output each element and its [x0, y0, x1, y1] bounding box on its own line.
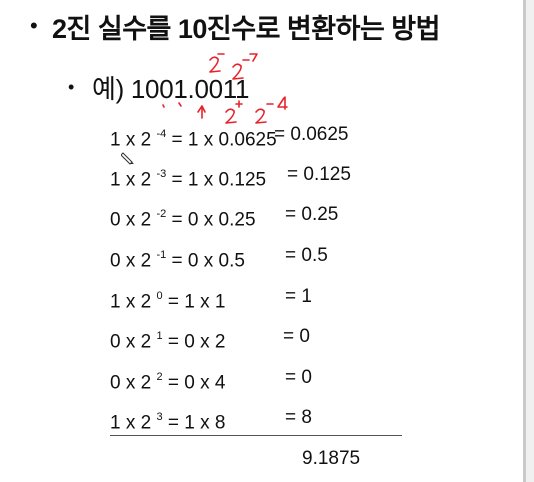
result: = 0: [285, 367, 312, 388]
term: 0 x 2 1 = 0 x 2: [110, 330, 226, 353]
pen-cursor-icon: [121, 152, 134, 165]
window-border: [523, 0, 526, 482]
term: 0 x 2 -1 = 0 x 0.5: [110, 249, 245, 272]
bullet-icon: •: [30, 13, 38, 38]
result: = 0.0625: [274, 124, 349, 145]
calc-row: 0 x 2 2 = 0 x 4 = 0: [110, 366, 410, 393]
result: = 0.125: [287, 164, 351, 185]
term: 0 x 2 -2 = 0 x 0.25: [110, 208, 256, 231]
annotation-mark: [255, 108, 267, 124]
calc-row: 1 x 2 0 = 1 x 1 = 1: [110, 285, 410, 312]
calc-row: 0 x 2 -1 = 0 x 0.5 = 0.5: [110, 244, 410, 271]
result: = 8: [285, 407, 312, 428]
term: 1 x 2 3 = 1 x 8: [110, 411, 226, 434]
result: = 0.5: [285, 245, 328, 266]
annotation-mark: [197, 105, 206, 119]
annotation-mark: [277, 96, 288, 110]
bullet-icon: •: [68, 76, 75, 97]
result: = 1: [285, 286, 312, 307]
term: 1 x 2 0 = 1 x 1: [110, 290, 226, 313]
term: 1 x 2 -3 = 1 x 0.125: [110, 168, 267, 191]
sum-divider: [110, 435, 402, 436]
annotation-mark: [249, 53, 258, 62]
scrollbar-track[interactable]: [526, 0, 534, 482]
calc-row: 0 x 2 -2 = 0 x 0.25 = 0.25: [110, 203, 410, 230]
calc-row: 1 x 2 -3 = 1 x 0.125 = 0.125: [110, 163, 410, 190]
term: 1 x 2 -4 = 1 x 0.0625: [110, 128, 277, 151]
calc-row: 0 x 2 1 = 0 x 2 = 0: [110, 325, 410, 352]
calc-row: 1 x 2 -4 = 1 x 0.0625 = 0.0625: [110, 123, 410, 150]
annotation-mark: [225, 108, 237, 124]
example-label: 예) 1001.0011: [92, 73, 250, 104]
result: = 0: [283, 326, 310, 347]
sum-total: 9.1875: [302, 448, 361, 469]
example-row: • 예) 1001.0011: [68, 70, 249, 104]
term: 0 x 2 2 = 0 x 4: [110, 371, 226, 394]
title-row: • 2진 실수를 10진수로 변환하는 방법: [30, 6, 440, 46]
result: = 0.25: [285, 204, 339, 225]
calc-row: 1 x 2 3 = 1 x 8 = 8: [110, 406, 410, 433]
slide-title: 2진 실수를 10진수로 변환하는 방법: [52, 13, 440, 44]
